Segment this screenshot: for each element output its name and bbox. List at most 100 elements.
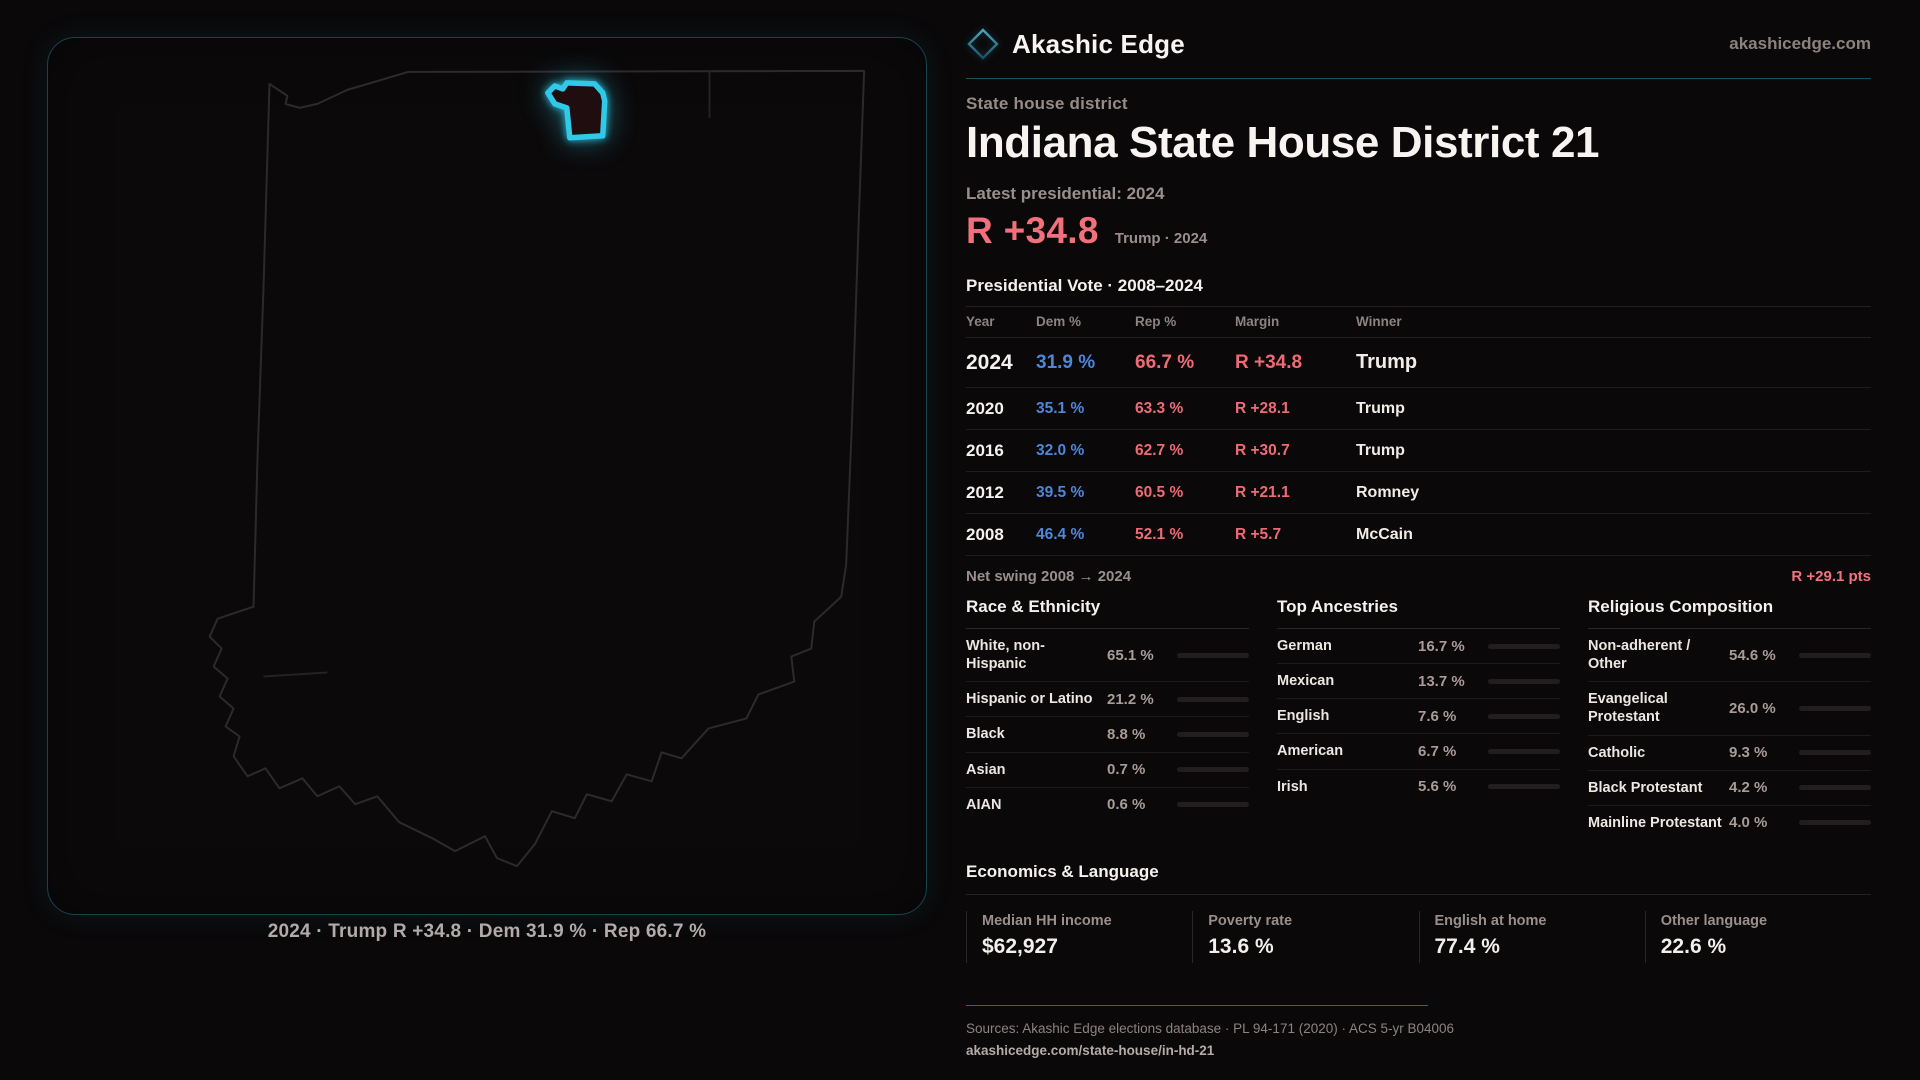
stat-row: English 7.6 % xyxy=(1277,699,1560,735)
stat-bar xyxy=(1488,748,1560,754)
cell-dem: 31.9 % xyxy=(1036,351,1096,373)
brand-name: Akashic Edge xyxy=(1012,28,1185,59)
brand-header: Akashic Edge akashicedge.com xyxy=(966,0,1871,79)
economics-section: Economics & Language Median HH income $6… xyxy=(966,862,1871,963)
col-header-margin: Margin xyxy=(1235,314,1280,329)
district-21-shape[interactable] xyxy=(545,80,608,141)
cell-year: 2016 xyxy=(966,440,1004,460)
econ-stat-label: Other language xyxy=(1660,912,1768,929)
econ-stat: English at home 77.4 % xyxy=(1418,910,1645,963)
stat-bar xyxy=(1177,696,1249,702)
stat-value: 4.0 % xyxy=(1729,814,1768,832)
economics-title: Economics & Language xyxy=(966,862,1871,895)
stat-label: Hispanic or Latino xyxy=(966,691,1093,708)
cell-margin: R +5.7 xyxy=(1235,525,1282,543)
stat-bar xyxy=(1799,785,1871,791)
panel-top-ancestries: Top Ancestries German 16.7 % Mexican 13.… xyxy=(1277,597,1560,840)
cell-winner: Romney xyxy=(1356,483,1420,501)
stat-row: American 6.7 % xyxy=(1277,734,1560,770)
cell-winner: Trump xyxy=(1356,351,1418,373)
stat-bar xyxy=(1799,820,1871,826)
permalink[interactable]: akashicedge.com/state-house/in-hd-21 xyxy=(966,1042,1215,1058)
stat-value: 9.3 % xyxy=(1729,744,1768,762)
indiana-outline xyxy=(208,69,866,868)
map-panel xyxy=(47,37,927,915)
cell-dem: 39.5 % xyxy=(1036,483,1085,501)
stat-label: Catholic xyxy=(1588,744,1646,761)
stat-row: Non-adherent / Other 54.6 % xyxy=(1588,629,1871,683)
stat-bar xyxy=(1488,713,1560,719)
table-header-row: Year Dem % Rep % Margin Winner xyxy=(966,306,1871,338)
cell-year: 2020 xyxy=(966,398,1004,418)
brand-domain[interactable]: akashicedge.com xyxy=(1729,34,1871,53)
stat-label: Asian xyxy=(966,761,1006,778)
stat-value: 8.8 % xyxy=(1107,725,1146,743)
stat-row: AIAN 0.6 % xyxy=(966,788,1249,822)
stat-value: 5.6 % xyxy=(1418,778,1457,796)
footer-divider xyxy=(966,1004,1428,1006)
stat-value: 65.1 % xyxy=(1107,646,1154,664)
stat-row: White, non-Hispanic 65.1 % xyxy=(966,629,1249,683)
col-header-dem: Dem % xyxy=(1036,314,1082,329)
stat-label: German xyxy=(1277,638,1332,654)
stat-label: White, non-Hispanic xyxy=(966,638,1045,673)
stat-label: Irish xyxy=(1277,778,1308,795)
stat-label: AIAN xyxy=(966,796,1002,813)
stat-row: Irish 5.6 % xyxy=(1277,770,1560,804)
table-row: 2020 35.1 % 63.3 % R +28.1 Trump xyxy=(966,388,1871,430)
stat-value: 4.2 % xyxy=(1729,779,1768,797)
stat-row: Black Protestant 4.2 % xyxy=(1588,771,1871,806)
economics-grid: Median HH income $62,927 Poverty rate 13… xyxy=(966,910,1871,963)
col-header-rep: Rep % xyxy=(1135,314,1177,329)
page-title: Indiana State House District 21 xyxy=(966,118,1600,167)
cell-margin: R +34.8 xyxy=(1235,351,1303,373)
econ-stat-value: 22.6 % xyxy=(1660,934,1727,958)
stat-bar xyxy=(1488,643,1560,649)
col-header-year: Year xyxy=(966,314,995,329)
cell-rep: 63.3 % xyxy=(1135,399,1184,417)
net-swing-row: Net swing 2008 → 2024 R +29.1 pts xyxy=(966,556,1871,595)
map-caption: 2024 · Trump R +34.8 · Dem 31.9 % · Rep … xyxy=(267,921,707,942)
stat-label: Evangelical Protestant xyxy=(1588,691,1668,726)
stat-label: Mexican xyxy=(1277,673,1335,690)
cell-dem: 32.0 % xyxy=(1036,441,1085,459)
cell-margin: R +21.1 xyxy=(1235,483,1290,501)
table-row: 2024 31.9 % 66.7 % R +34.8 Trump xyxy=(966,338,1871,388)
stat-value: 21.2 % xyxy=(1107,690,1154,708)
table-row: 2012 39.5 % 60.5 % R +21.1 Romney xyxy=(966,472,1871,514)
panel-religious-composition: Religious Composition Non-adherent / Oth… xyxy=(1588,597,1871,840)
stat-row: Catholic 9.3 % xyxy=(1588,736,1871,771)
demographic-panels: Race & Ethnicity White, non-Hispanic 65.… xyxy=(966,597,1871,840)
stat-value: 7.6 % xyxy=(1418,707,1457,725)
cell-winner: Trump xyxy=(1356,441,1405,459)
stat-bar xyxy=(1488,678,1560,684)
stat-row: Hispanic or Latino 21.2 % xyxy=(966,682,1249,718)
econ-stat-value: 77.4 % xyxy=(1434,934,1500,958)
stat-label: Black xyxy=(966,726,1005,743)
cell-margin: R +30.7 xyxy=(1235,441,1290,459)
econ-stat-value: $62,927 xyxy=(982,934,1058,958)
stat-value: 26.0 % xyxy=(1729,699,1776,717)
stat-bar xyxy=(1488,784,1560,790)
cell-year: 2008 xyxy=(966,524,1004,544)
econ-stat: Other language 22.6 % xyxy=(1644,910,1871,963)
stat-label: Black Protestant xyxy=(1588,779,1703,796)
net-swing-label: Net swing 2008 → 2024 xyxy=(966,568,1132,585)
stat-value: 0.7 % xyxy=(1107,761,1146,779)
panel-title: Top Ancestries xyxy=(1277,597,1560,629)
cell-year: 2012 xyxy=(966,482,1004,502)
stat-row: Mainline Protestant 4.0 % xyxy=(1588,806,1871,840)
kicker: State house district xyxy=(966,94,1128,113)
stat-row: Mexican 13.7 % xyxy=(1277,664,1560,700)
net-swing-value: R +29.1 pts xyxy=(1791,568,1871,585)
stat-value: 13.7 % xyxy=(1418,672,1465,690)
econ-stat-label: English at home xyxy=(1434,912,1547,929)
stat-bar xyxy=(1799,652,1871,658)
stat-bar xyxy=(1177,802,1249,808)
econ-stat-label: Median HH income xyxy=(982,912,1112,929)
cell-winner: Trump xyxy=(1356,399,1405,417)
latest-presidential-label: Latest presidential: 2024 xyxy=(966,184,1165,203)
stat-value: 16.7 % xyxy=(1418,637,1465,655)
stat-value: 6.7 % xyxy=(1418,742,1457,760)
stat-label: Non-adherent / Other xyxy=(1588,638,1691,673)
